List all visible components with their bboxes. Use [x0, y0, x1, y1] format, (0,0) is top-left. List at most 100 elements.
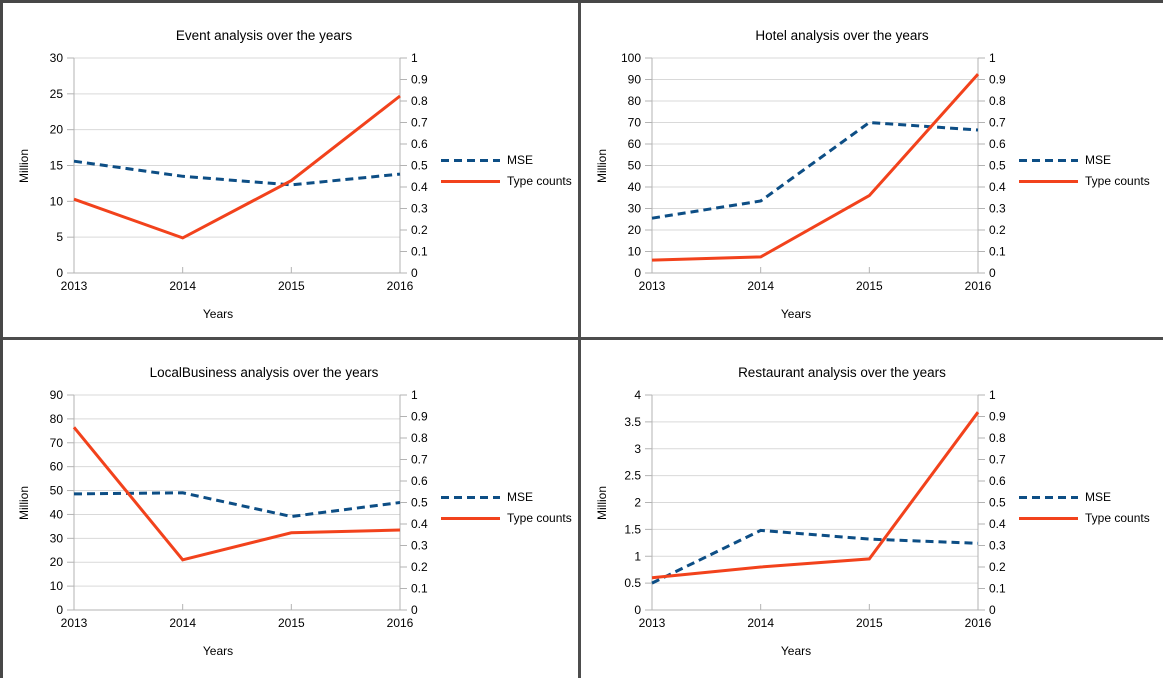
localbusiness-plot-area: 90 80 70 60 50 40 30 20 10 0 1 0.9 0.8 0.7 0.6 0.5 0.4 0.… — [50, 388, 428, 630]
svg-text:1.5: 1.5 — [624, 522, 641, 536]
legend-label-mse: MSE — [1085, 490, 1112, 504]
svg-text:1: 1 — [411, 51, 418, 65]
svg-text:50: 50 — [50, 484, 64, 498]
restaurant-legend: MSE Type counts — [1019, 489, 1150, 526]
svg-text:2013: 2013 — [639, 616, 666, 630]
legend-item-mse: MSE — [1019, 152, 1150, 168]
mse-dashed-line-swatch — [1019, 495, 1078, 499]
svg-text:2015: 2015 — [856, 279, 883, 293]
svg-text:90: 90 — [628, 73, 642, 87]
svg-text:60: 60 — [628, 137, 642, 151]
svg-text:1: 1 — [989, 51, 996, 65]
svg-text:0.5: 0.5 — [989, 496, 1006, 510]
svg-text:2016: 2016 — [387, 616, 414, 630]
type-counts-line-swatch — [1019, 516, 1078, 520]
svg-text:0: 0 — [56, 603, 63, 617]
chart-panel-localbusiness: 90 80 70 60 50 40 30 20 10 0 1 0.9 0.8 0.7 0.6 0.5 0.4 0.… — [3, 340, 581, 678]
svg-text:30: 30 — [50, 531, 64, 545]
svg-text:0.7: 0.7 — [989, 453, 1006, 467]
svg-text:4: 4 — [634, 388, 641, 402]
svg-text:0.1: 0.1 — [989, 245, 1006, 259]
svg-text:1: 1 — [411, 388, 418, 402]
legend-item-type-counts: Type counts — [1019, 173, 1150, 189]
hotel-x-axis-label: Years — [780, 307, 812, 321]
svg-text:2014: 2014 — [169, 279, 196, 293]
mse-dashed-line-swatch — [441, 158, 500, 162]
localbusiness-legend: MSE Type counts — [441, 489, 572, 526]
event-x-axis-label: Years — [202, 307, 234, 321]
svg-text:0.6: 0.6 — [411, 137, 428, 151]
svg-text:10: 10 — [50, 579, 64, 593]
svg-text:0: 0 — [989, 603, 996, 617]
svg-text:0.6: 0.6 — [989, 474, 1006, 488]
svg-text:0.1: 0.1 — [989, 582, 1006, 596]
svg-text:2016: 2016 — [387, 279, 414, 293]
legend-item-mse: MSE — [441, 152, 572, 168]
legend-item-type-counts: Type counts — [441, 173, 572, 189]
chart-title-localbusiness: LocalBusiness analysis over the years — [149, 365, 379, 381]
legend-label-type-counts: Type counts — [507, 174, 572, 188]
legend-label-type-counts: Type counts — [1085, 511, 1150, 525]
svg-text:0: 0 — [56, 266, 63, 280]
svg-text:2016: 2016 — [965, 279, 992, 293]
chart-panel-restaurant: 4 3.5 3 2.5 2 1.5 1 0.5 0 1 0.9 0.8 0.7 0.6 0.5 0.4 0.3 0… — [581, 340, 1163, 678]
svg-text:0: 0 — [411, 603, 418, 617]
event-y-axis-label: Million — [17, 148, 31, 184]
mse-dashed-line-swatch — [1019, 158, 1078, 162]
svg-text:0.7: 0.7 — [989, 116, 1006, 130]
localbusiness-x-axis-label: Years — [202, 644, 234, 658]
svg-text:100: 100 — [621, 51, 641, 65]
svg-text:0.9: 0.9 — [411, 73, 428, 87]
svg-text:0: 0 — [989, 266, 996, 280]
svg-text:0.5: 0.5 — [411, 159, 428, 173]
svg-text:2013: 2013 — [639, 279, 666, 293]
legend-item-mse: MSE — [1019, 489, 1150, 505]
legend-label-type-counts: Type counts — [507, 511, 572, 525]
chart-title-event: Event analysis over the years — [175, 28, 353, 44]
svg-text:20: 20 — [50, 555, 64, 569]
svg-text:2015: 2015 — [278, 616, 305, 630]
svg-text:0.5: 0.5 — [411, 496, 428, 510]
svg-text:0.4: 0.4 — [989, 517, 1006, 531]
svg-text:2015: 2015 — [278, 279, 305, 293]
legend-item-type-counts: Type counts — [441, 510, 572, 526]
svg-text:20: 20 — [50, 123, 64, 137]
restaurant-plot-area: 4 3.5 3 2.5 2 1.5 1 0.5 0 1 0.9 0.8 0.7 0.6 0.5 0.4 0.3 0… — [624, 388, 1006, 630]
restaurant-x-axis-label: Years — [780, 644, 812, 658]
svg-text:0.7: 0.7 — [411, 453, 428, 467]
svg-text:2014: 2014 — [747, 279, 774, 293]
svg-text:2.5: 2.5 — [624, 469, 641, 483]
hotel-legend: MSE Type counts — [1019, 152, 1150, 189]
svg-text:30: 30 — [50, 51, 64, 65]
svg-text:0.9: 0.9 — [989, 410, 1006, 424]
svg-text:2: 2 — [634, 496, 641, 510]
svg-text:0: 0 — [411, 266, 418, 280]
svg-text:80: 80 — [50, 412, 64, 426]
event-legend: MSE Type counts — [441, 152, 572, 189]
svg-text:3: 3 — [634, 442, 641, 456]
svg-text:30: 30 — [628, 202, 642, 216]
svg-text:60: 60 — [50, 460, 64, 474]
svg-text:2013: 2013 — [61, 279, 88, 293]
svg-text:10: 10 — [628, 245, 642, 259]
svg-text:0.3: 0.3 — [411, 202, 428, 216]
type-counts-line-swatch — [441, 179, 500, 183]
svg-text:50: 50 — [628, 159, 642, 173]
svg-text:90: 90 — [50, 388, 64, 402]
svg-text:0.1: 0.1 — [411, 582, 428, 596]
svg-text:2013: 2013 — [61, 616, 88, 630]
hotel-y-axis-label: Million — [595, 148, 609, 184]
svg-text:2016: 2016 — [965, 616, 992, 630]
svg-text:3.5: 3.5 — [624, 415, 641, 429]
svg-text:40: 40 — [628, 180, 642, 194]
svg-text:0.4: 0.4 — [989, 180, 1006, 194]
svg-text:0.9: 0.9 — [411, 410, 428, 424]
svg-text:0.4: 0.4 — [411, 517, 428, 531]
svg-text:2014: 2014 — [169, 616, 196, 630]
svg-text:0.4: 0.4 — [411, 180, 428, 194]
legend-item-type-counts: Type counts — [1019, 510, 1150, 526]
svg-text:0.7: 0.7 — [411, 116, 428, 130]
svg-text:5: 5 — [56, 230, 63, 244]
svg-text:0.9: 0.9 — [989, 73, 1006, 87]
localbusiness-y-axis-label: Million — [17, 485, 31, 521]
